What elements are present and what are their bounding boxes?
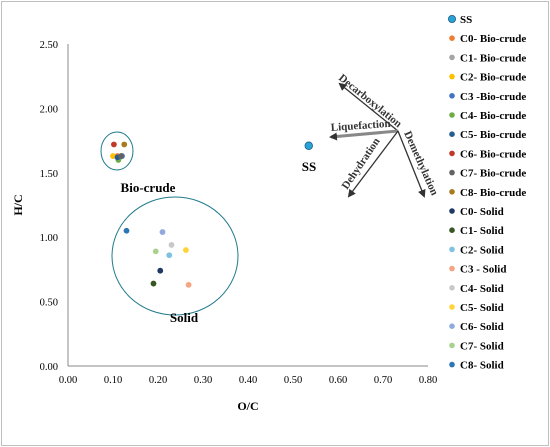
data-point	[123, 227, 130, 234]
x-tick-label: 0.60	[329, 375, 347, 386]
data-point	[152, 248, 159, 255]
data-point	[110, 153, 116, 159]
legend-label: C2- Bio-crude	[460, 72, 526, 84]
legend-marker	[449, 54, 455, 61]
data-point	[121, 141, 128, 148]
data-point	[183, 247, 189, 253]
x-tick-labels: 0.00 0.10 0.20 0.30 0.40 0.50 0.60 0.70 0.80	[59, 375, 437, 386]
data-point	[157, 267, 164, 274]
y-tick-label: 0.00	[40, 362, 58, 373]
legend-marker	[449, 35, 455, 41]
legend-marker	[449, 189, 455, 195]
y-tick-label: 2.00	[40, 104, 58, 115]
legend-label: C7- Bio-crude	[460, 168, 526, 180]
data-point	[159, 229, 166, 235]
data-points	[110, 141, 313, 288]
x-tick-label: 0.30	[194, 375, 212, 386]
x-axis-title: O/C	[237, 399, 258, 413]
liquefaction-label: Liquefaction	[330, 118, 391, 134]
y-tick-label: 2.50	[40, 40, 58, 51]
legend-marker	[449, 227, 455, 233]
legend-marker	[449, 265, 455, 272]
x-tick-label: 0.80	[419, 375, 437, 386]
y-tick-label: 1.50	[40, 169, 58, 180]
x-tick-label: 0.50	[284, 375, 302, 386]
legend-label: C7- Solid	[460, 340, 504, 352]
legend-label: C2- Solid	[460, 244, 504, 256]
legend-marker	[449, 208, 455, 214]
y-tick-label: 0.50	[40, 298, 58, 309]
bio-crude-label: Bio-crude	[121, 180, 176, 195]
y-tick-label: 1.00	[40, 233, 58, 244]
legend-marker	[449, 342, 455, 349]
data-point	[166, 252, 173, 259]
solid-group-circle	[111, 196, 239, 316]
legend: SS C0- Bio-crude C1- Bio-crude C2- Bio-crud…	[447, 14, 526, 372]
legend-marker	[449, 131, 455, 137]
legend-marker	[447, 14, 456, 23]
dehydration-arrow	[347, 130, 399, 198]
legend-label: C8- Solid	[460, 360, 504, 372]
ss-label: SS	[302, 159, 316, 174]
legend-marker	[449, 361, 455, 368]
legend-label: C6- Solid	[460, 321, 504, 333]
legend-marker	[449, 150, 455, 157]
legend-marker	[449, 169, 455, 176]
x-tick-label: 0.00	[59, 375, 77, 386]
dehydration-label: Dehydration	[340, 136, 383, 192]
x-tick-label: 0.40	[239, 375, 257, 386]
legend-label: C8- Bio-crude	[460, 187, 526, 199]
legend-label: C6- Bio-crude	[460, 148, 526, 160]
bio-crude-group-circle	[100, 131, 134, 171]
legend-label: C4- Bio-crude	[460, 110, 526, 122]
data-point	[185, 281, 192, 288]
data-point	[304, 141, 313, 150]
legend-label: C0- Bio-crude	[460, 33, 526, 45]
legend-label: C3 -Bio-crude	[460, 91, 526, 103]
demethylation-arrow	[397, 130, 426, 198]
x-tick-label: 0.20	[149, 375, 167, 386]
data-point	[111, 141, 117, 148]
legend-label: C1- Bio-crude	[460, 52, 526, 64]
data-point	[150, 280, 157, 287]
legend-label: C4- Solid	[460, 283, 504, 295]
x-tick-label: 0.70	[374, 375, 392, 386]
liquefaction-arrow	[329, 129, 399, 141]
legend-marker	[449, 323, 455, 330]
y-axis-title: H/C	[11, 194, 25, 215]
legend-marker	[449, 93, 455, 99]
legend-marker	[449, 304, 455, 310]
solid-label: Solid	[170, 310, 199, 325]
legend-label: C3 - Solid	[460, 264, 506, 276]
legend-marker	[449, 285, 455, 291]
data-point	[168, 242, 175, 248]
x-tick-label: 0.10	[104, 375, 122, 386]
legend-marker	[449, 246, 455, 253]
legend-label: SS	[460, 14, 472, 26]
y-tick-labels: 0.00 0.50 1.00 1.50 2.00 2.50	[40, 40, 58, 373]
legend-label: C5- Solid	[460, 302, 504, 314]
decarboxylation-arrow	[338, 82, 399, 132]
legend-label: C0- Solid	[460, 206, 504, 218]
legend-marker	[449, 73, 455, 80]
legend-marker	[449, 112, 455, 118]
legend-label: C1- Solid	[460, 225, 504, 237]
data-point	[118, 153, 124, 159]
legend-label: C5- Bio-crude	[460, 129, 526, 141]
